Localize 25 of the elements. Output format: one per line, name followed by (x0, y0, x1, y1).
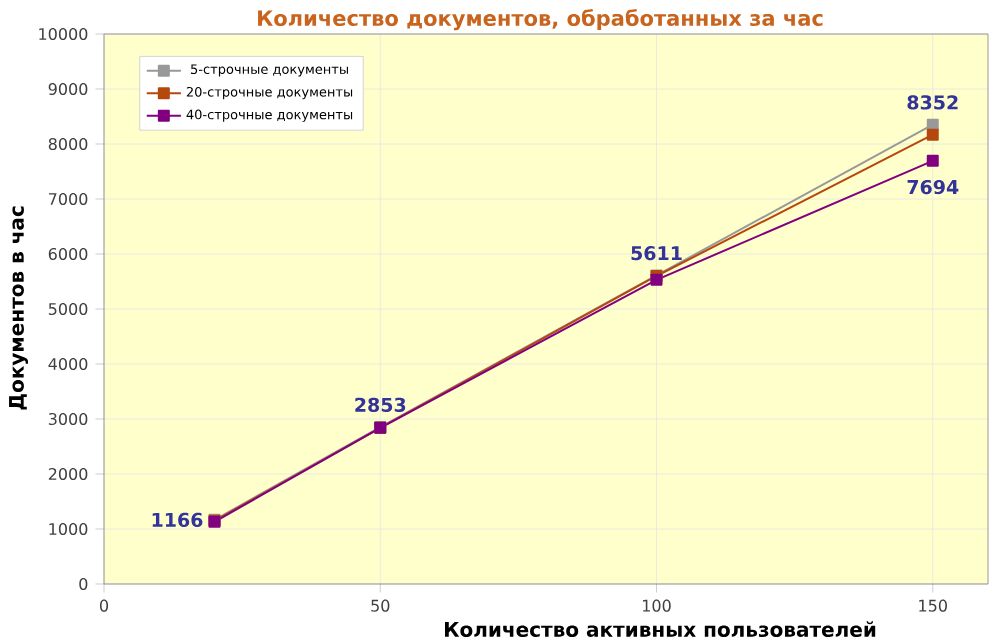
x-axis-title: Количество активных пользователей (445, 621, 876, 637)
data-label: 5611 (631, 245, 682, 261)
data-label: 1166 (152, 512, 203, 528)
y-tick-label: 10000 (39, 27, 88, 41)
y-tick-label: 5000 (48, 302, 88, 316)
y-tick-label: 3000 (48, 412, 88, 426)
x-tick-label: 100 (642, 599, 671, 612)
y-tick-label: 4000 (48, 357, 88, 371)
x-tick-label: 0 (99, 599, 109, 612)
y-tick-label: 1000 (49, 522, 88, 536)
y-axis-title: Документов в час (9, 206, 28, 410)
x-tick-label: 150 (919, 599, 947, 612)
data-label: 8352 (907, 95, 958, 110)
y-tick-label: 6000 (48, 247, 88, 261)
y-tick-label: 9000 (48, 82, 88, 96)
y-tick-label: 0 (79, 577, 88, 591)
data-label: 2853 (355, 397, 406, 413)
point (926, 154, 939, 167)
point (926, 128, 939, 141)
data-label: 7694 (907, 179, 959, 195)
x-tick-label: 50 (371, 599, 390, 612)
chart-title: Количество документов, обработанных за час (258, 9, 823, 31)
y-tick-label: 7000 (49, 192, 88, 206)
y-tick-label: 2000 (48, 467, 88, 481)
y-tick-label: 8000 (48, 137, 88, 151)
